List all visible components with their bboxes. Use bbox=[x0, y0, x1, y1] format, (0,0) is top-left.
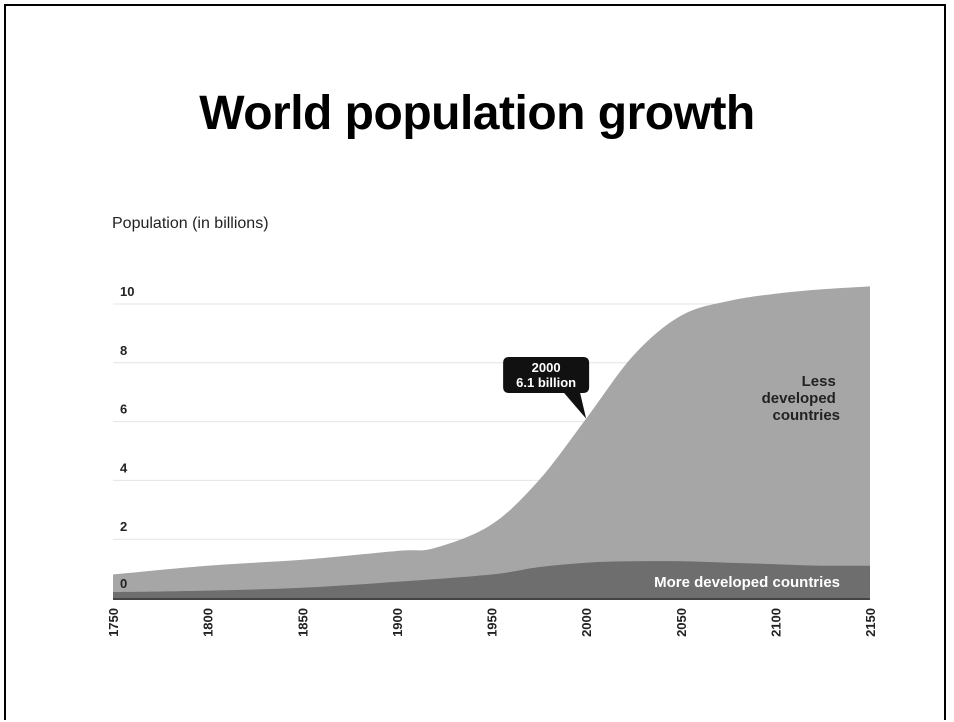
x-tick-1750: 1750 bbox=[106, 608, 121, 637]
x-tick-2000: 2000 bbox=[579, 608, 594, 637]
label-less-developed-countries: Less developed countries bbox=[762, 373, 840, 424]
callout-value: 6.1 billion bbox=[516, 375, 576, 390]
y-tick-2: 2 bbox=[120, 519, 127, 534]
x-tick-2150: 2150 bbox=[863, 608, 878, 637]
label-ld-line-3: countries bbox=[772, 407, 840, 424]
slide: World population growth 0 2 4 6 8 10 1750 1800… bbox=[4, 4, 946, 720]
y-tick-0: 0 bbox=[120, 576, 127, 591]
area-more-developed-countries bbox=[113, 561, 870, 598]
label-ld-line-1: Less bbox=[802, 373, 836, 390]
y-tick-10: 10 bbox=[120, 284, 134, 299]
label-more-developed-countries: More developed countries bbox=[654, 574, 840, 591]
x-tick-1950: 1950 bbox=[485, 608, 500, 637]
y-tick-6: 6 bbox=[120, 402, 127, 417]
y-tick-labels: 0 2 4 6 8 10 bbox=[120, 284, 134, 591]
area-less-developed-countries bbox=[113, 286, 870, 598]
x-tick-2100: 2100 bbox=[768, 608, 783, 637]
y-tick-4: 4 bbox=[120, 460, 128, 475]
y-tick-8: 8 bbox=[120, 343, 127, 358]
chart-title: World population growth bbox=[199, 87, 755, 140]
callout-bubble bbox=[503, 357, 590, 419]
x-tick-1850: 1850 bbox=[295, 608, 310, 637]
x-tick-2050: 2050 bbox=[674, 608, 689, 637]
x-tick-labels: 1750 1800 1850 1900 1950 2000 2050 2100 2150 bbox=[106, 608, 878, 637]
label-ld-line-2: developed bbox=[762, 390, 836, 407]
y-axis-label: Population (in billions) bbox=[112, 215, 269, 232]
population-area-chart: 0 2 4 6 8 10 1750 1800 1850 1900 1950 2000 2050 2100… bbox=[106, 215, 878, 637]
x-tick-1800: 1800 bbox=[201, 608, 216, 637]
annotation-callout: 2000 6.1 billion bbox=[503, 357, 590, 419]
callout-year: 2000 bbox=[532, 360, 561, 375]
x-tick-1900: 1900 bbox=[390, 608, 405, 637]
